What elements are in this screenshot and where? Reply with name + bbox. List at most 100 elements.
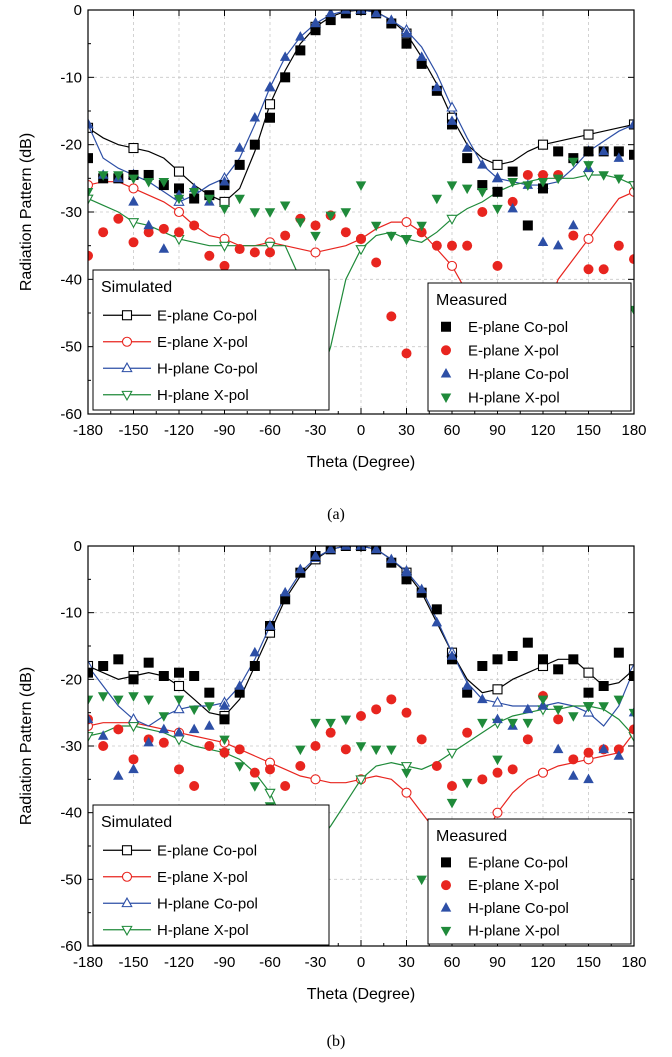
data-point — [568, 770, 579, 780]
legend-title: Measured — [436, 292, 507, 309]
data-point — [295, 45, 306, 56]
data-point — [462, 727, 473, 738]
legend-label: H-plane X-pol — [468, 389, 560, 406]
data-point — [325, 727, 336, 738]
data-point — [325, 718, 336, 729]
data-point — [143, 177, 154, 188]
x-tick-label: 120 — [530, 422, 555, 439]
data-point — [386, 745, 397, 756]
legend-title: Measured — [436, 828, 507, 845]
legend-marker — [440, 902, 452, 912]
data-point — [598, 702, 609, 712]
data-point — [128, 754, 139, 765]
data-point — [234, 142, 245, 152]
data-point — [507, 651, 518, 661]
legend-box — [92, 269, 330, 411]
plot-area — [88, 10, 634, 402]
legend-label: E-plane X-pol — [468, 877, 559, 894]
data-point — [537, 139, 549, 150]
data-point — [295, 218, 306, 228]
legend-label: E-plane X-pol — [157, 334, 248, 351]
data-point — [416, 734, 427, 745]
data-point — [431, 761, 442, 771]
data-point — [173, 726, 185, 737]
data-point — [431, 81, 443, 92]
data-point — [537, 767, 549, 778]
data-point — [492, 684, 503, 695]
x-axis-title: Theta (Degree) — [307, 454, 416, 471]
data-point — [568, 230, 579, 241]
data-point — [461, 680, 473, 690]
legend-marker — [121, 390, 133, 402]
data-point — [598, 743, 609, 754]
legend-marker — [121, 845, 133, 856]
data-point — [219, 735, 230, 746]
y-axis-title: Radiation Pattern (dB) — [18, 133, 35, 291]
data-point — [88, 194, 94, 205]
data-point — [204, 720, 215, 730]
data-point — [446, 748, 458, 759]
data-point — [310, 774, 321, 785]
data-point — [158, 223, 169, 234]
x-tick-label: -90 — [214, 954, 236, 971]
data-point — [446, 798, 458, 809]
data-point — [477, 207, 488, 217]
data-point — [628, 708, 634, 719]
data-point — [355, 742, 367, 752]
data-point — [174, 227, 184, 238]
data-point — [295, 745, 306, 756]
data-point — [492, 713, 503, 724]
data-point — [88, 659, 94, 670]
data-point — [280, 781, 291, 791]
x-tick-label: 0 — [357, 422, 365, 439]
data-point — [492, 755, 503, 766]
data-point — [492, 654, 503, 665]
legend-title: Simulated — [101, 279, 172, 296]
data-point — [386, 311, 397, 322]
data-point — [158, 243, 170, 253]
data-point — [552, 743, 564, 754]
data-point — [127, 713, 140, 724]
data-point — [492, 204, 503, 215]
data-point — [280, 72, 291, 83]
legend-label: H-plane Co-pol — [468, 900, 569, 917]
data-point — [98, 741, 109, 751]
data-point — [174, 183, 184, 194]
data-point — [340, 10, 351, 19]
data-point — [537, 236, 549, 247]
data-point — [279, 51, 291, 61]
data-point — [88, 118, 94, 129]
data-point — [264, 788, 276, 799]
data-point — [401, 217, 412, 228]
data-point — [249, 767, 260, 778]
legend-label: E-plane Co-pol — [157, 307, 257, 324]
data-point — [492, 767, 503, 778]
x-tick-label: -180 — [73, 422, 103, 439]
data-point — [340, 715, 352, 726]
data-point — [234, 680, 245, 690]
data-point — [613, 146, 624, 157]
plot-area — [88, 546, 634, 886]
data-point — [613, 750, 625, 760]
data-point — [401, 787, 412, 798]
data-point — [477, 661, 488, 671]
data-point — [189, 781, 200, 791]
data-point — [173, 703, 185, 714]
data-point — [97, 730, 109, 740]
data-point — [461, 778, 473, 789]
x-tick-label: 30 — [398, 422, 415, 439]
legend-label: H-plane Co-pol — [157, 360, 258, 377]
data-point — [113, 695, 124, 706]
data-point — [188, 723, 200, 734]
data-point — [401, 38, 412, 49]
data-point — [628, 181, 634, 192]
data-point — [522, 181, 534, 191]
data-point — [249, 208, 261, 218]
data-point — [128, 142, 139, 154]
data-point — [88, 732, 94, 743]
legend-marker — [440, 926, 452, 937]
data-point — [310, 17, 321, 28]
data-point — [219, 714, 230, 725]
data-point — [127, 722, 140, 733]
data-point — [143, 695, 154, 706]
